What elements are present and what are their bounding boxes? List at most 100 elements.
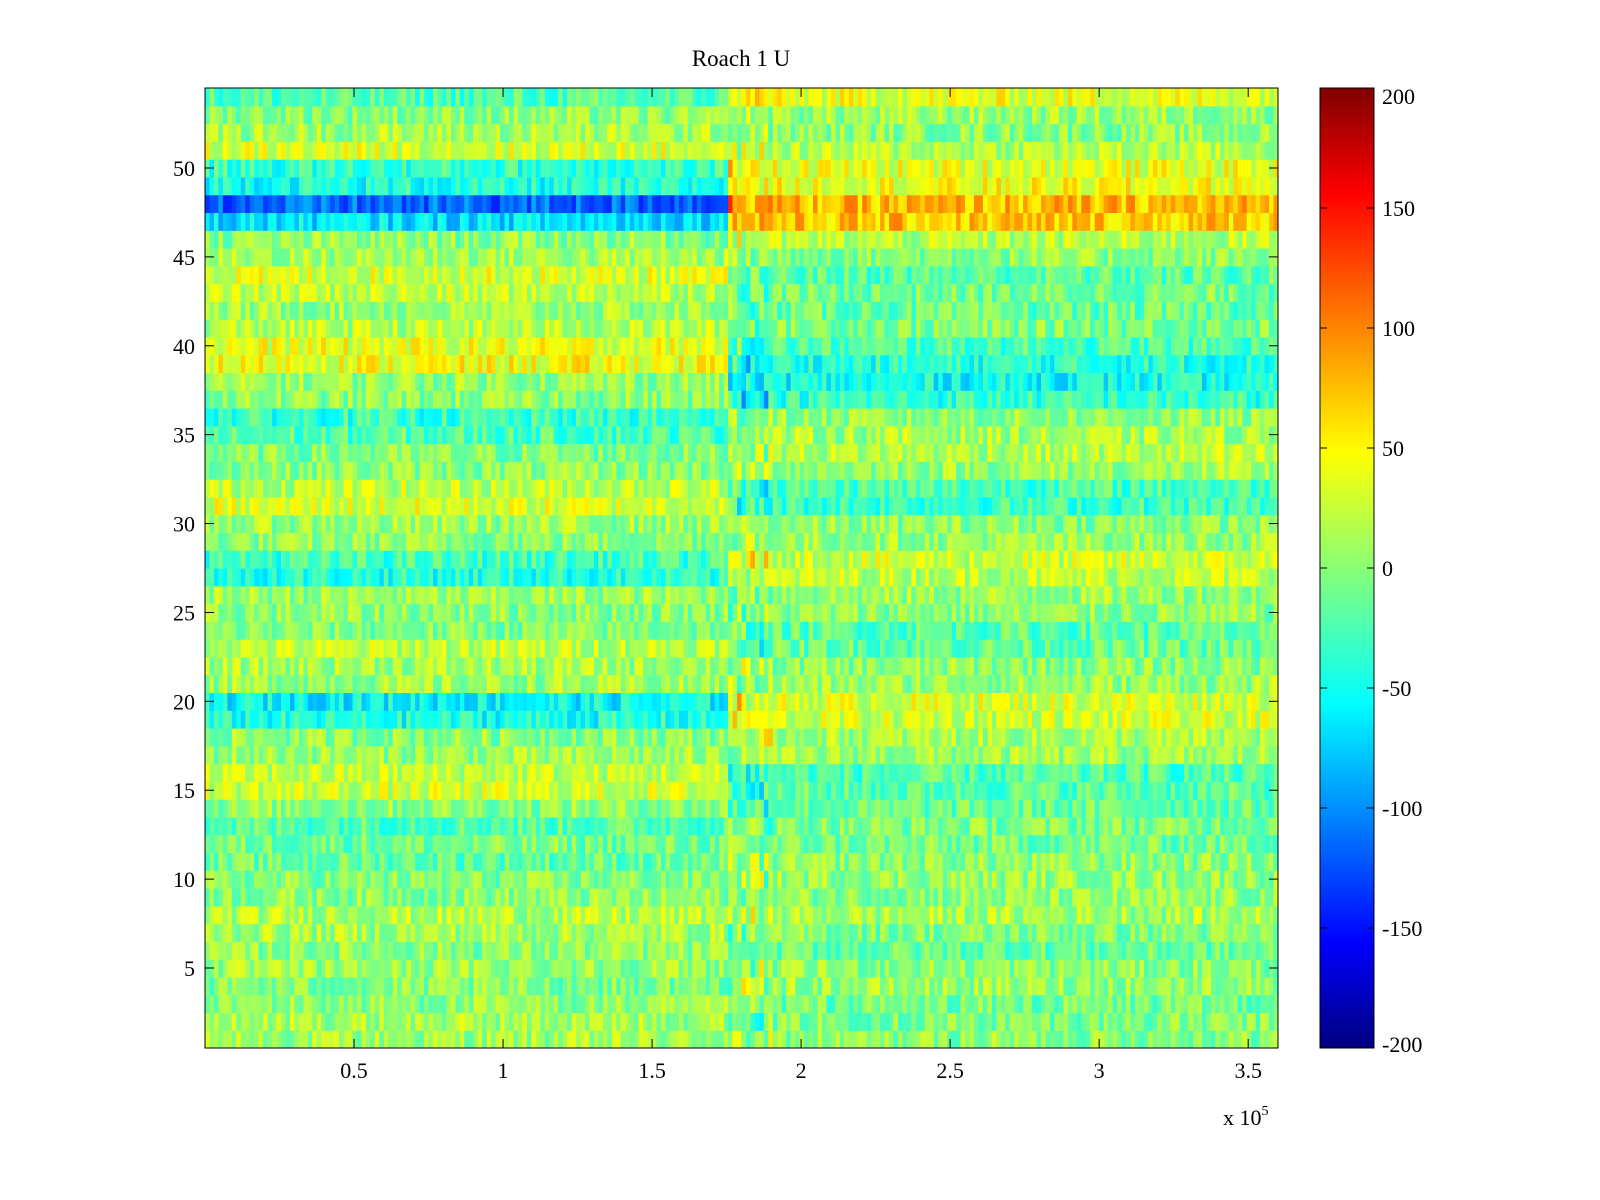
heatmap-cell <box>294 674 300 694</box>
heatmap-cell <box>446 834 452 854</box>
heatmap-cell <box>379 923 385 942</box>
heatmap-cell <box>830 816 836 836</box>
heatmap-cell <box>643 1030 649 1049</box>
heatmap-cell <box>696 905 702 925</box>
heatmap-cell <box>933 834 939 854</box>
heatmap-cell <box>991 923 997 942</box>
heatmap-cell <box>245 870 251 889</box>
heatmap-cell <box>1161 994 1167 1014</box>
heatmap-cell <box>853 799 859 818</box>
heatmap-cell <box>401 976 407 996</box>
heatmap-cell <box>437 888 443 907</box>
heatmap-cell <box>222 923 228 942</box>
heatmap-cell <box>678 710 684 729</box>
heatmap-cell <box>549 959 555 978</box>
heatmap-cell <box>982 1030 988 1049</box>
heatmap-cell <box>643 870 649 889</box>
heatmap-cell <box>509 923 515 942</box>
heatmap-cell <box>750 959 756 978</box>
heatmap-cell <box>1014 870 1020 889</box>
heatmap-cell <box>1081 710 1087 729</box>
heatmap-cell <box>446 745 452 765</box>
heatmap-cell <box>728 710 734 729</box>
heatmap-cell <box>1054 710 1060 729</box>
heatmap-cell <box>732 710 738 729</box>
heatmap-cell <box>1049 870 1056 889</box>
heatmap-cell <box>661 941 667 960</box>
heatmap-cell <box>889 816 895 836</box>
heatmap-cell <box>848 976 854 996</box>
heatmap-cell <box>1076 1012 1082 1031</box>
heatmap-cell <box>759 994 765 1014</box>
heatmap-cell <box>607 923 613 942</box>
heatmap-cell <box>620 781 626 800</box>
heatmap-cell <box>468 763 474 782</box>
heatmap-cell <box>544 1012 550 1031</box>
heatmap-cell <box>1161 870 1167 889</box>
heatmap-cell <box>500 834 506 854</box>
heatmap-cell <box>285 976 291 996</box>
heatmap-cell <box>951 728 957 747</box>
heatmap-cell <box>750 905 756 925</box>
heatmap-cell <box>240 781 246 800</box>
heatmap-cell <box>482 994 488 1014</box>
heatmap-cell <box>669 888 676 907</box>
heatmap-cell <box>517 710 524 729</box>
heatmap-cell <box>540 834 546 854</box>
heatmap-cell <box>437 781 443 800</box>
heatmap-cell <box>1242 888 1248 907</box>
heatmap-cell <box>294 888 300 907</box>
heatmap-cell <box>1148 781 1154 800</box>
heatmap-cell <box>880 692 886 711</box>
heatmap-cell <box>1117 905 1123 925</box>
heatmap-cell <box>781 745 787 765</box>
heatmap-cell <box>240 674 246 694</box>
heatmap-cell <box>674 710 680 729</box>
heatmap-cell <box>1170 710 1176 729</box>
heatmap-cell <box>593 834 600 854</box>
heatmap-cell <box>343 763 349 782</box>
heatmap-cell <box>674 763 680 782</box>
heatmap-cell <box>468 852 474 871</box>
heatmap-cell <box>1108 763 1114 782</box>
heatmap-cell <box>397 674 403 694</box>
heatmap-cell <box>1246 710 1252 729</box>
heatmap-cell <box>495 905 501 925</box>
heatmap-cell <box>1085 1012 1091 1031</box>
heatmap-cell <box>947 674 953 694</box>
heatmap-cell <box>441 852 448 871</box>
heatmap-cell <box>1094 941 1100 960</box>
heatmap-cell <box>558 923 564 942</box>
heatmap-cell <box>289 941 296 960</box>
heatmap-cell <box>853 870 859 889</box>
heatmap-cell <box>1179 1030 1185 1049</box>
heatmap-cell <box>298 799 304 818</box>
heatmap-cell <box>276 959 282 978</box>
heatmap-cell <box>294 692 300 711</box>
heatmap-cell <box>1027 994 1033 1014</box>
heatmap-cell <box>938 692 944 711</box>
heatmap-cell <box>982 799 988 818</box>
heatmap-cell <box>1085 888 1091 907</box>
heatmap-cell <box>281 852 287 871</box>
heatmap-cell <box>1161 745 1167 765</box>
heatmap-cell <box>401 923 407 942</box>
heatmap-cell <box>379 852 385 871</box>
heatmap-cell <box>549 745 555 765</box>
heatmap-cell <box>1081 976 1087 996</box>
heatmap-cell <box>830 710 836 729</box>
heatmap-cell <box>902 941 908 960</box>
heatmap-cell <box>285 888 291 907</box>
heatmap-cell <box>1228 923 1234 942</box>
heatmap-cell <box>1103 1012 1109 1031</box>
heatmap-cell <box>678 959 684 978</box>
heatmap-cell <box>352 976 358 996</box>
heatmap-cell <box>1036 834 1042 854</box>
heatmap-cell <box>759 923 765 942</box>
heatmap-cell <box>307 852 313 871</box>
heatmap-cell <box>231 781 237 800</box>
heatmap-cell <box>343 834 349 854</box>
heatmap-cell <box>620 763 626 782</box>
heatmap-cell <box>768 799 774 818</box>
heatmap-cell <box>1148 923 1154 942</box>
